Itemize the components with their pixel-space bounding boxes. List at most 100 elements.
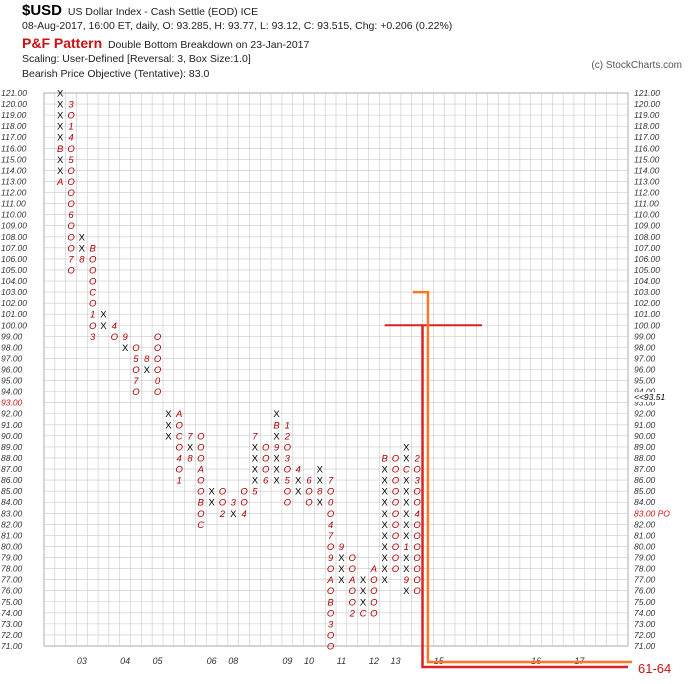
o-box: O	[197, 453, 205, 464]
x-tick-label: 09	[282, 656, 292, 666]
y-tick-label-left: 98.00	[1, 342, 23, 352]
x-box: X	[317, 465, 324, 476]
o-box: O	[370, 575, 378, 586]
x-box: X	[57, 122, 64, 133]
x-tick-label: 12	[369, 656, 379, 666]
x-tick-label: 13	[390, 656, 400, 666]
y-tick-label-right: 81.00	[634, 530, 656, 540]
x-box: X	[403, 586, 410, 597]
o-box: O	[392, 564, 400, 575]
o-box: O	[67, 243, 75, 254]
y-tick-label-left: 117.00	[1, 132, 27, 142]
o-box: 6	[263, 476, 269, 487]
y-tick-label-left: 75.00	[1, 597, 23, 607]
x-box: B	[381, 453, 388, 464]
y-tick-label-right: 73.00	[634, 619, 656, 629]
x-box: 3	[231, 498, 237, 509]
o-box: O	[67, 144, 75, 155]
o-box: 3	[90, 332, 96, 343]
o-box: 6	[306, 476, 312, 487]
description: US Dollar Index - Cash Settle (EOD) ICE	[67, 6, 259, 18]
y-tick-label-left: 115.00	[1, 154, 27, 164]
y-tick-label-right: 94.00	[634, 387, 656, 397]
y-tick-label-left: 102.00	[1, 298, 27, 308]
y-tick-label-left: 97.00	[1, 353, 23, 363]
objective-marker-bg	[631, 508, 691, 519]
pattern-label: P&F Pattern	[22, 35, 103, 51]
x-box: C	[360, 608, 367, 619]
y-tick-label-right: 74.00	[634, 608, 656, 618]
o-box: O	[413, 586, 421, 597]
x-box: X	[273, 409, 280, 420]
y-tick-label-left: 105.00	[1, 265, 27, 275]
o-box: C	[89, 288, 96, 299]
y-tick-label-left: 109.00	[1, 221, 27, 231]
y-tick-label-left: 85.00	[1, 486, 23, 496]
y-tick-label-left: 119.00	[1, 110, 27, 120]
y-tick-label-right: 114.00	[634, 165, 660, 175]
o-box: O	[219, 498, 227, 509]
x-box: 9	[274, 442, 280, 453]
objective-marker: 83.00 PO	[634, 508, 670, 518]
x-box: X	[57, 133, 64, 144]
o-box: 5	[285, 476, 291, 487]
y-tick-label-left: 99.00	[1, 331, 23, 341]
y-tick-label-left: 104.00	[1, 276, 27, 286]
x-box: X	[360, 586, 367, 597]
y-tick-label-right: 106.00	[634, 254, 660, 264]
quote-line: 08-Aug-2017, 16:00 ET, daily, O: 93.285,…	[22, 20, 453, 32]
x-box: X	[252, 442, 259, 453]
o-box: O	[262, 453, 270, 464]
y-tick-label-right: 116.00	[634, 143, 660, 153]
o-box: O	[154, 343, 162, 354]
o-box: A	[326, 575, 333, 586]
x-box: X	[381, 465, 388, 476]
y-tick-label-right: 117.00	[634, 132, 660, 142]
x-box: X	[100, 321, 107, 332]
y-tick-label-right: 86.00	[634, 475, 656, 485]
o-box: O	[392, 542, 400, 553]
o-box: O	[89, 299, 97, 310]
o-box: 3	[328, 619, 334, 630]
o-box: O	[413, 553, 421, 564]
y-axis-right: 71.0072.0073.0074.0075.0076.0077.0078.00…	[631, 88, 691, 651]
o-box: 4	[68, 133, 73, 144]
y-tick-label-right: 79.00	[634, 553, 656, 563]
o-box: 0	[328, 498, 334, 509]
y-tick-label-right: 90.00	[634, 431, 656, 441]
o-box: 1	[285, 420, 290, 431]
y-tick-label-right: 82.00	[634, 519, 656, 529]
x-box: X	[79, 243, 86, 254]
y-tick-label-right: 76.00	[634, 586, 656, 596]
o-box: O	[240, 498, 248, 509]
x-box: X	[403, 531, 410, 542]
x-box: X	[165, 420, 172, 431]
y-tick-label-left: 96.00	[1, 365, 23, 375]
o-box: O	[327, 642, 335, 653]
objective-range-label: 61-64	[638, 661, 671, 676]
y-tick-label-left: 77.00	[1, 575, 23, 585]
o-box: O	[197, 487, 205, 498]
x-box: X	[165, 431, 172, 442]
o-box: O	[413, 487, 421, 498]
pnf-marks: AXXBXXXXXO7OOO6OOOO5O41O38XX3O1OCOOOBXXO…	[56, 89, 421, 653]
o-box: O	[392, 531, 400, 542]
y-tick-label-right: 108.00	[634, 232, 660, 242]
x-box: 8	[187, 453, 193, 464]
y-tick-label-right: 75.00	[634, 597, 656, 607]
y-tick-label-right: 97.00	[634, 353, 656, 363]
y-tick-label-left: 92.00	[1, 409, 23, 419]
x-tick-label: 05	[153, 656, 164, 666]
o-box: O	[67, 188, 75, 199]
y-tick-label-right: 110.00	[634, 210, 660, 220]
y-tick-label-left: 84.00	[1, 497, 23, 507]
y-tick-label-left: 110.00	[1, 210, 27, 220]
x-box: X	[295, 487, 302, 498]
scaling-line: Scaling: User-Defined [Reversal: 3, Box …	[22, 53, 251, 65]
x-box: X	[381, 542, 388, 553]
x-box: X	[360, 575, 367, 586]
x-tick-label: 11	[337, 656, 346, 666]
o-box: 7	[68, 254, 74, 265]
o-box: O	[413, 564, 421, 575]
y-tick-label-right: 72.00	[634, 630, 656, 640]
